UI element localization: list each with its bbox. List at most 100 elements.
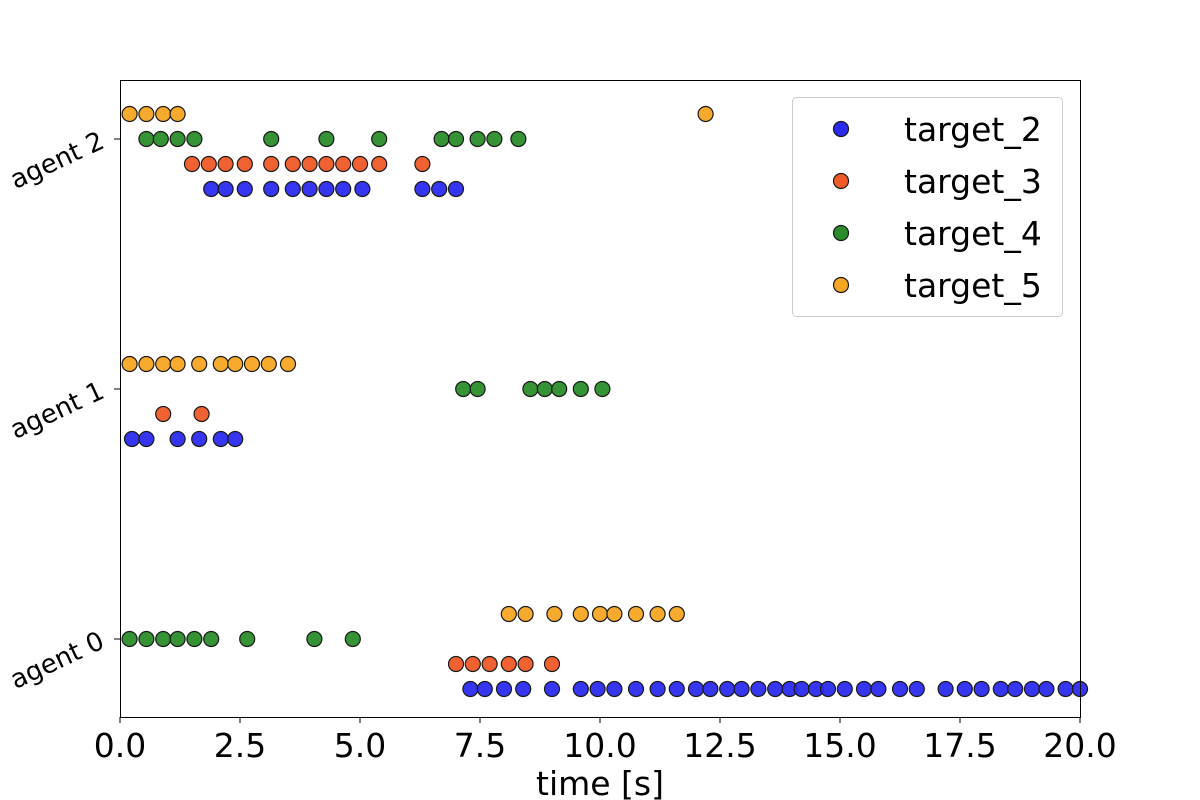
point-target_5-agent-1 [279,355,297,373]
point-target_4-agent-1 [522,380,539,398]
point-target_2-agent-0 [908,680,925,698]
point-target_4-agent-0 [306,630,323,648]
series-target_4 [121,130,611,648]
point-target_3-agent-2 [414,155,431,173]
point-target_2-agent-0 [589,680,606,698]
point-target_3-agent-2 [301,155,318,173]
x-tick-label: 7.5 [454,726,506,765]
point-target_4-agent-0 [186,630,203,648]
legend: target_2 target_3 target_4 target_5 [792,97,1063,317]
point-target_2-agent-2 [335,180,352,198]
point-target_4-agent-0 [121,630,138,648]
point-target_2-agent-0 [476,680,493,698]
point-target_3-agent-2 [236,155,253,173]
point-target_3-agent-1 [193,405,210,423]
point-target_5-agent-1 [121,355,138,373]
point-target_4-agent-0 [155,630,172,648]
point-target_4-agent-2 [447,130,465,148]
point-target_5-agent-0 [649,605,666,623]
point-target_2-agent-0 [767,680,784,698]
point-target_5-agent-0 [627,605,645,623]
point-target_2-agent-2 [301,180,318,198]
point-target_2-agent-1 [191,430,208,448]
point-target_3-agent-2 [183,155,201,173]
point-target_3-agent-1 [155,405,172,423]
point-target_3-agent-2 [318,155,335,173]
x-tick-label: 15.0 [803,726,876,765]
point-target_4-agent-2 [169,130,186,148]
point-target_2-agent-0 [1057,680,1074,698]
point-target_2-agent-0 [891,680,909,698]
point-target_2-agent-0 [515,680,532,698]
point-target_4-agent-0 [344,630,361,648]
point-target_5-agent-1 [227,355,244,373]
x-tick-label: 0.0 [94,726,146,765]
point-target_2-agent-0 [836,680,853,698]
point-target_3-agent-2 [335,155,352,173]
x-tick-label: 10.0 [563,726,636,765]
point-target_3-agent-0 [500,655,517,673]
point-target_2-agent-0 [668,680,685,698]
series-target_5 [121,105,714,623]
point-target_5-agent-0 [668,605,685,623]
point-target_2-agent-2 [203,180,220,198]
point-target_2-agent-1 [138,430,155,448]
point-target_3-agent-0 [464,655,481,673]
legend-label-target_2: target_2 [904,110,1042,149]
point-target_4-agent-2 [469,130,486,148]
point-target_4-agent-0 [169,630,186,648]
point-target_4-agent-1 [594,380,611,398]
point-target_5-agent-0 [517,605,534,623]
data-points [121,105,1089,698]
point-target_5-agent-1 [169,355,186,373]
legend-marker-target_4 [832,224,850,242]
point-target_2-agent-2 [318,180,335,198]
point-target_3-agent-0 [447,655,465,673]
x-tick-label: 12.5 [683,726,756,765]
point-target_5-agent-2 [121,105,138,123]
x-tick-label: 20.0 [1043,726,1116,765]
point-target_2-agent-0 [1038,680,1055,698]
point-target_4-agent-2 [433,130,450,148]
point-target_2-agent-0 [973,680,990,698]
legend-marker-target_5 [832,276,850,294]
point-target_2-agent-2 [284,180,301,198]
point-target_2-agent-1 [227,430,244,448]
point-target_5-agent-1 [243,355,261,373]
point-target_2-agent-0 [1007,680,1024,698]
point-target_4-agent-2 [510,130,527,148]
point-target_2-agent-0 [750,680,767,698]
point-target_2-agent-2 [447,180,465,198]
legend-label-target_4: target_4 [904,214,1042,253]
point-target_4-agent-1 [536,380,553,398]
point-target_5-agent-0 [546,605,563,623]
point-target_4-agent-2 [152,130,169,148]
point-target_5-agent-1 [138,355,155,373]
point-target_4-agent-1 [551,380,568,398]
point-target_2-agent-0 [793,680,810,698]
point-target_4-agent-1 [572,380,589,398]
point-target_2-agent-0 [1023,680,1041,698]
point-target_4-agent-1 [455,380,472,398]
point-target_2-agent-0 [719,680,736,698]
point-target_5-agent-1 [260,355,277,373]
point-target_3-agent-2 [217,155,234,173]
point-target_3-agent-0 [543,655,561,673]
y-tick-label: agent 0 [6,626,109,695]
point-target_4-agent-2 [371,130,388,148]
point-target_5-agent-0 [572,605,589,623]
point-target_2-agent-0 [956,680,973,698]
point-target_4-agent-2 [263,130,280,148]
legend-label-target_5: target_5 [904,266,1042,305]
x-axis-label: time [s] [536,764,664,800]
point-target_4-agent-2 [138,130,155,148]
point-target_3-agent-2 [284,155,301,173]
point-target_2-agent-2 [217,180,234,198]
point-target_2-agent-0 [702,680,719,698]
point-target_3-agent-0 [517,655,534,673]
point-target_2-agent-0 [606,680,623,698]
point-target_2-agent-0 [627,680,645,698]
point-target_2-agent-0 [733,680,750,698]
point-target_5-agent-1 [155,355,172,373]
